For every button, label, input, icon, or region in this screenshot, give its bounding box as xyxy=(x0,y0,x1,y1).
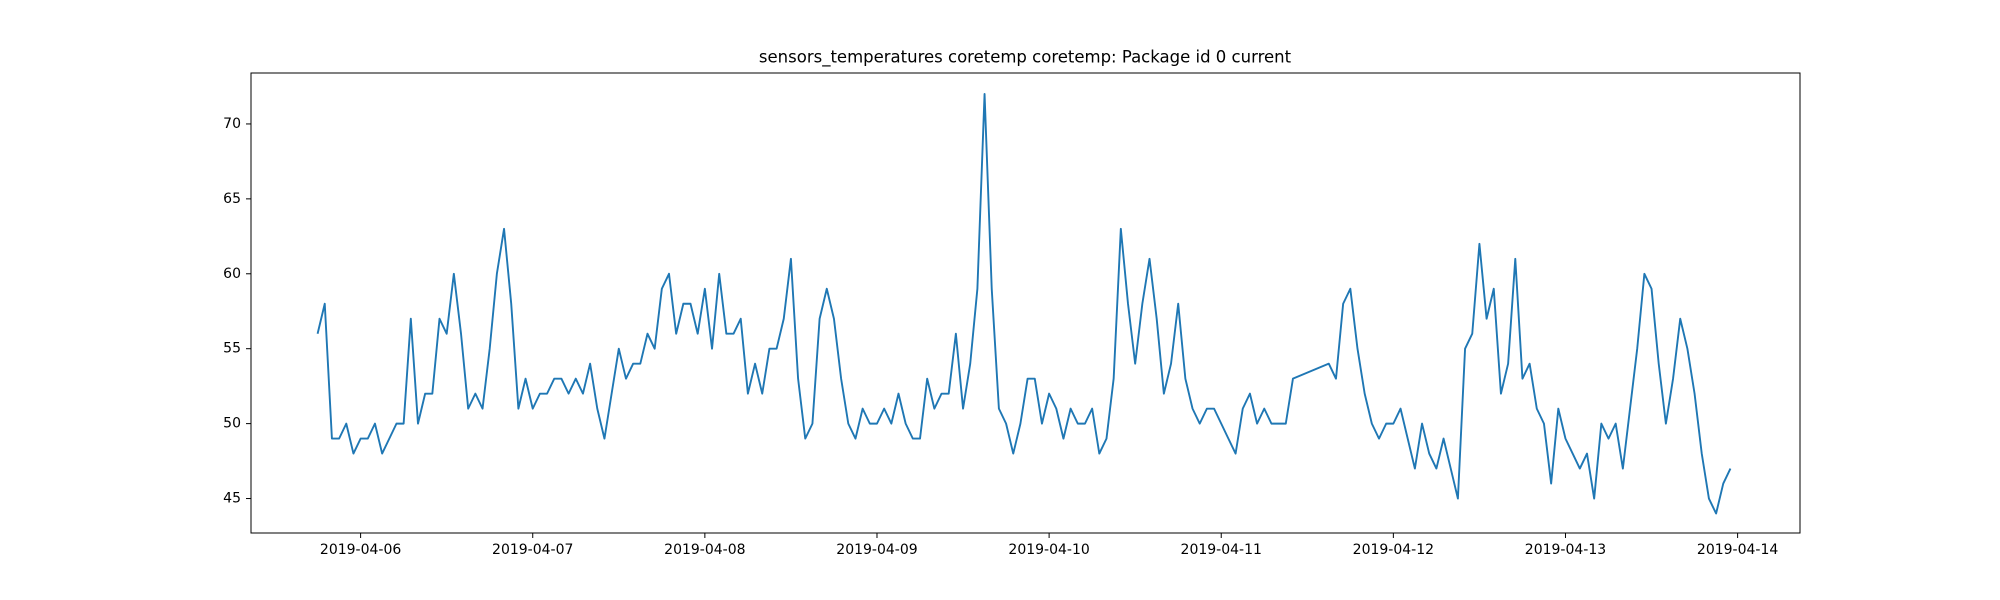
x-tick-label: 2019-04-14 xyxy=(1697,542,1778,558)
x-tick-label: 2019-04-09 xyxy=(836,542,917,558)
plot-frame xyxy=(250,72,1801,534)
data-line xyxy=(316,93,1732,515)
chart-title: sensors_temperatures coretemp coretemp: … xyxy=(759,48,1292,68)
y-tick-label: 65 xyxy=(223,191,241,207)
x-tick-label: 2019-04-08 xyxy=(664,542,745,558)
y-tick-label: 55 xyxy=(223,341,241,357)
x-tick-label: 2019-04-10 xyxy=(1008,542,1089,558)
x-tick-label: 2019-04-12 xyxy=(1353,542,1434,558)
y-tick-label: 45 xyxy=(223,491,241,507)
y-tick-label: 50 xyxy=(223,416,241,432)
x-tick-label: 2019-04-11 xyxy=(1181,542,1262,558)
y-tick-label: 70 xyxy=(223,116,241,132)
x-tick-label: 2019-04-07 xyxy=(492,542,573,558)
x-tick-label: 2019-04-06 xyxy=(320,542,401,558)
x-tick-label: 2019-04-13 xyxy=(1525,542,1606,558)
y-tick-label: 60 xyxy=(223,266,241,282)
